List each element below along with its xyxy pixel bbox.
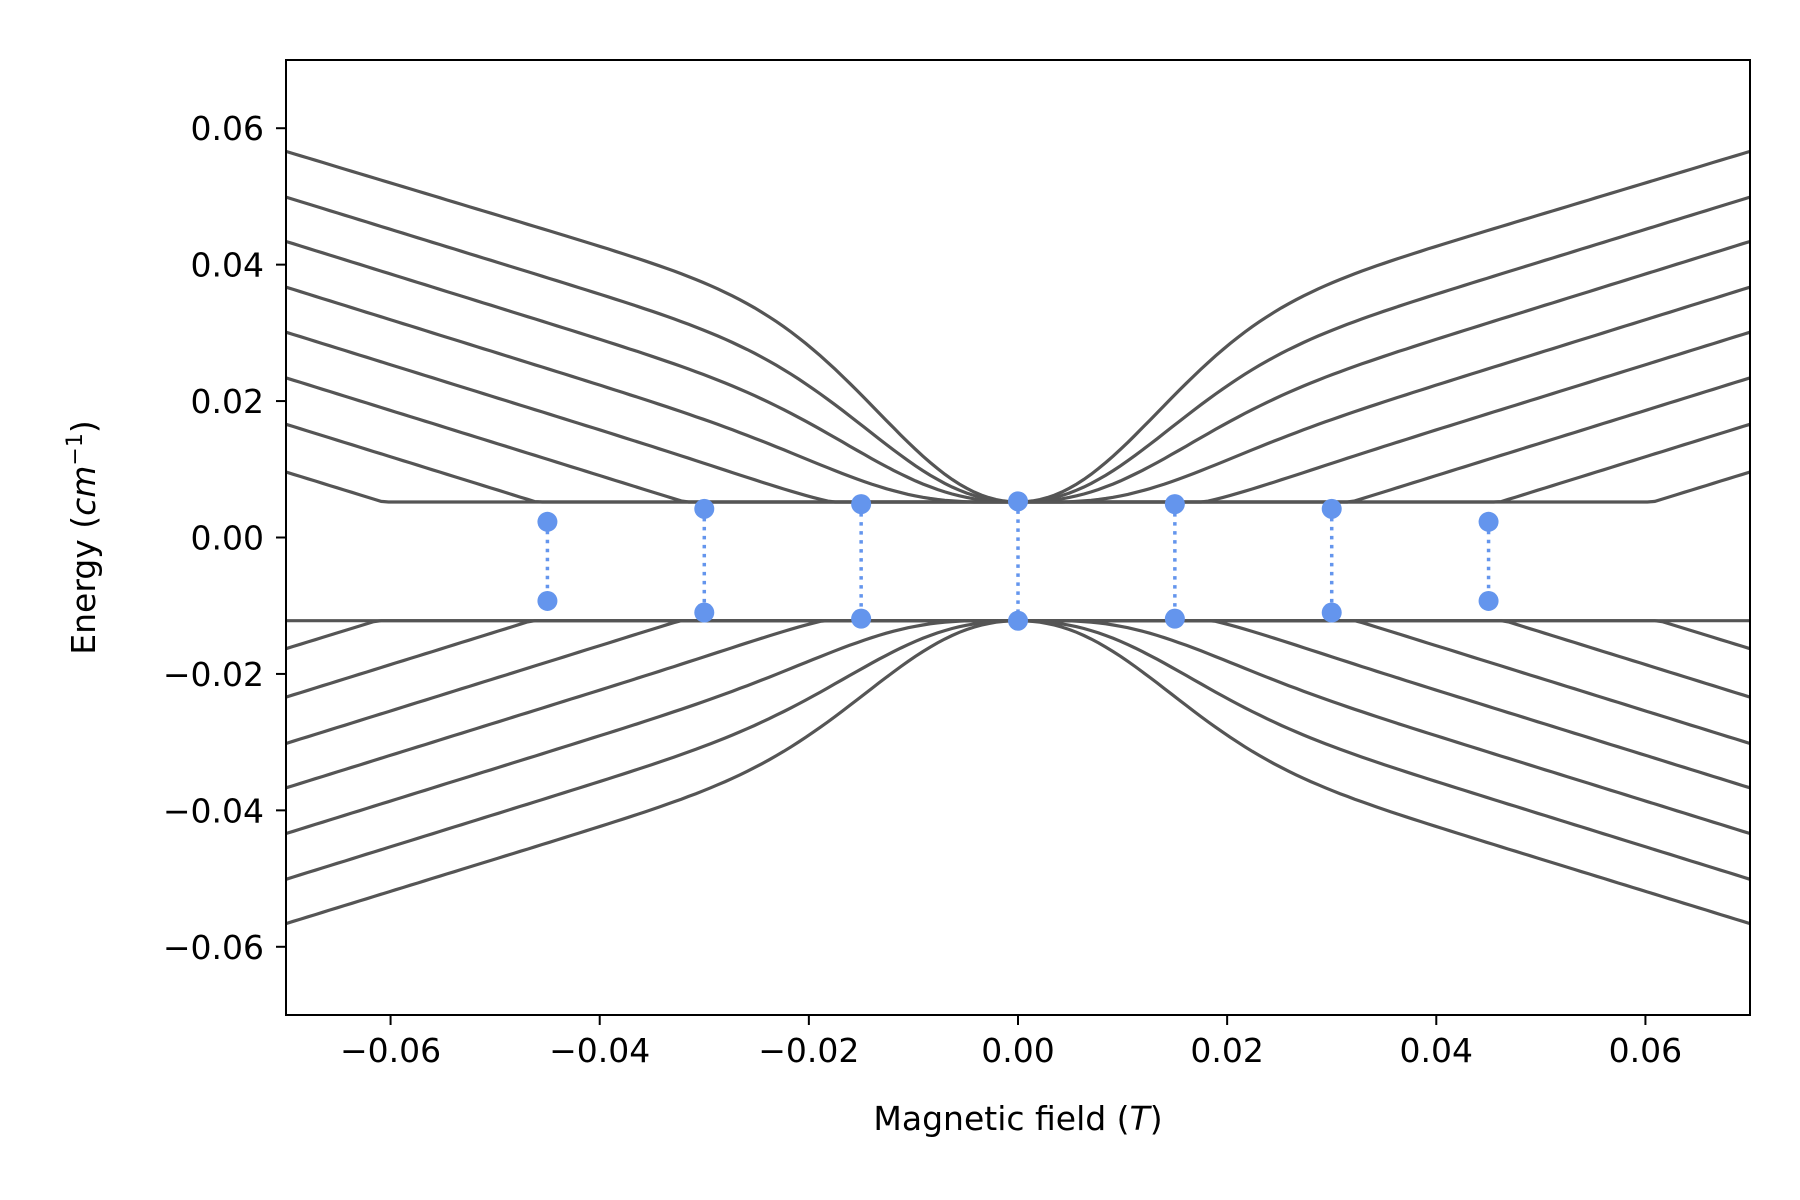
energy-level-lower-2 [285,619,1751,699]
transition-upper-point-2 [851,494,872,515]
transition-markers [537,491,1499,631]
y-tick-label: 0.02 [191,382,264,421]
energy-level-upper-5 [285,376,1751,504]
transition-lower-point-4 [1164,608,1185,629]
transition-upper-point-5 [1321,498,1342,519]
transition-lower-point-5 [1321,602,1342,623]
transition-upper-point-3 [1008,491,1028,512]
energy-level-upper-6 [285,422,1751,504]
y-tick-label: 0.00 [191,519,264,558]
transition-upper-point-1 [694,498,715,519]
energy-level-upper-1 [285,195,1751,504]
transition-lower-point-0 [537,590,558,611]
y-tick-label: 0.04 [191,246,264,285]
y-tick-label: −0.02 [163,655,264,694]
x-axis-ticks: −0.06 −0.04 −0.02 0.00 0.02 0.04 0.06 [340,1015,1682,1070]
x-tick-label: 0.00 [981,1031,1054,1070]
transition-upper-point-4 [1164,494,1185,515]
energy-level-lower-7 [285,619,1751,926]
x-tick-label: −0.04 [549,1031,650,1070]
transition-upper-point-6 [1478,511,1499,532]
transition-lower-point-2 [851,608,872,629]
energy-level-lower-3 [285,619,1751,746]
x-tick-label: 0.02 [1190,1031,1263,1070]
transition-lower-point-6 [1478,590,1499,611]
energy-level-lower-5 [285,619,1751,836]
x-tick-label: 0.06 [1609,1031,1682,1070]
energy-level-lower-4 [285,619,1751,790]
energy-level-upper-0 [285,149,1751,504]
y-axis-ticks: −0.06 −0.04 −0.02 0.00 0.02 0.04 0.06 [163,109,286,967]
energy-level-upper-3 [285,285,1751,504]
transition-lower-point-3 [1008,610,1028,631]
x-axis-label: Magnetic field (T) [873,1099,1162,1138]
y-axis-label: Energy (cm−1) [63,420,103,655]
energy-level-upper-4 [285,330,1751,504]
energy-level-upper-2 [285,239,1751,504]
x-tick-label: 0.04 [1400,1031,1473,1070]
x-tick-label: −0.02 [758,1031,859,1070]
transition-lower-point-1 [694,602,715,623]
energy-level-lower-6 [285,619,1751,881]
y-tick-label: −0.04 [163,791,264,830]
y-tick-label: −0.06 [163,928,264,967]
transition-upper-point-0 [537,511,558,532]
y-tick-label: 0.06 [191,109,264,148]
x-tick-label: −0.06 [340,1031,441,1070]
